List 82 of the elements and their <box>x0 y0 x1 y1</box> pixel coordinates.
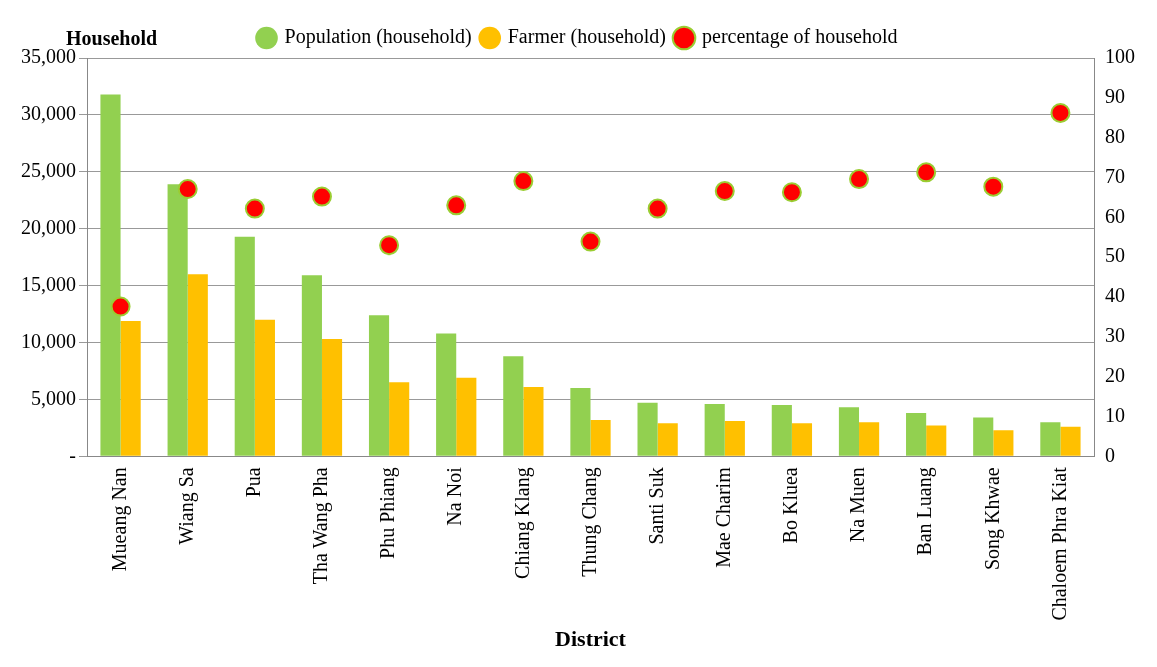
bar <box>637 402 658 456</box>
y2-tick-label: 100 <box>1105 45 1135 68</box>
y-tick-label: 25,000 <box>21 159 76 182</box>
y2-tick-label: 0 <box>1105 443 1115 466</box>
legend-label: Population (household) <box>284 25 472 49</box>
x-tick-label: Phu Phiang <box>376 467 400 559</box>
bar <box>301 275 322 456</box>
x-tick-label: Na Noi <box>443 466 466 526</box>
bar <box>100 94 121 456</box>
bar <box>321 339 343 456</box>
point <box>379 235 400 256</box>
point <box>244 198 265 219</box>
x-tick-label: Mae Charim <box>712 466 735 568</box>
bar <box>436 333 457 456</box>
y2-tick-label: 60 <box>1105 204 1125 227</box>
bar <box>791 423 813 456</box>
y-tick-label: 30,000 <box>21 102 76 125</box>
point <box>714 181 735 202</box>
y2-tick-label: 40 <box>1105 284 1125 307</box>
bar <box>926 425 947 456</box>
y2-tick-label: 10 <box>1105 403 1125 426</box>
x-tick-label: Santi Suk <box>644 467 667 545</box>
x-tick-label: Na Muen <box>846 467 869 543</box>
y2-tick-label: 70 <box>1105 164 1125 187</box>
x-tick-label: Pua <box>242 467 265 498</box>
y2-tick-label: 20 <box>1105 363 1125 386</box>
y2-tick-label: 30 <box>1105 324 1125 347</box>
bar <box>368 315 390 456</box>
point <box>513 171 534 192</box>
point <box>781 182 802 203</box>
x-tick-label: Ban Luang <box>913 467 937 556</box>
point <box>580 231 601 252</box>
bar <box>838 407 860 456</box>
bar <box>771 405 792 456</box>
x-tick-label: Chiang Klang <box>510 467 534 579</box>
y-tick-label: 15,000 <box>21 272 76 295</box>
point <box>916 162 937 183</box>
bar <box>724 421 745 456</box>
point <box>110 296 131 317</box>
bar <box>234 236 255 456</box>
x-axis-title: District <box>555 626 627 652</box>
bar <box>973 417 994 456</box>
bar <box>1040 422 1061 456</box>
y-tick-label: 5,000 <box>31 386 76 409</box>
x-tick-label: Mueang Nan <box>107 467 131 572</box>
bar <box>254 319 275 456</box>
bar <box>120 320 141 456</box>
y2-tick-label: 50 <box>1105 244 1125 267</box>
bar <box>523 386 544 456</box>
x-tick-label: Tha Wang Pha <box>309 467 333 585</box>
bar <box>1060 426 1081 456</box>
y2-tick-label: 90 <box>1105 85 1125 108</box>
y2-tick-label: 80 <box>1105 124 1125 147</box>
point <box>849 169 870 190</box>
point <box>983 176 1004 197</box>
y-tick-label: 10,000 <box>21 329 76 352</box>
bar <box>503 356 524 456</box>
bar <box>657 423 678 456</box>
bar <box>859 422 880 456</box>
point <box>311 186 332 207</box>
bar <box>704 403 725 456</box>
point <box>177 179 198 200</box>
legend-label: Farmer (household) <box>507 25 667 49</box>
point <box>647 198 668 219</box>
bar <box>389 382 410 456</box>
x-tick-label: Chaloem Phra Kiat <box>1047 466 1070 621</box>
x-tick-label: Thung Chang <box>577 467 601 577</box>
bar <box>187 274 208 456</box>
point <box>446 195 467 216</box>
bar <box>167 184 188 456</box>
x-tick-label: Bo Kluea <box>779 467 802 544</box>
x-tick-label: Wiang Sa <box>174 467 198 545</box>
bar <box>906 413 927 456</box>
x-tick-label: Song Khwae <box>980 467 1004 571</box>
legend-label: percentage of household <box>702 25 898 49</box>
bar <box>590 419 611 456</box>
bar <box>570 388 591 456</box>
point <box>1050 102 1071 123</box>
y-tick-label: 20,000 <box>21 215 76 238</box>
bar <box>456 377 477 456</box>
bar <box>993 430 1014 456</box>
y-tick-label: - <box>69 443 76 466</box>
